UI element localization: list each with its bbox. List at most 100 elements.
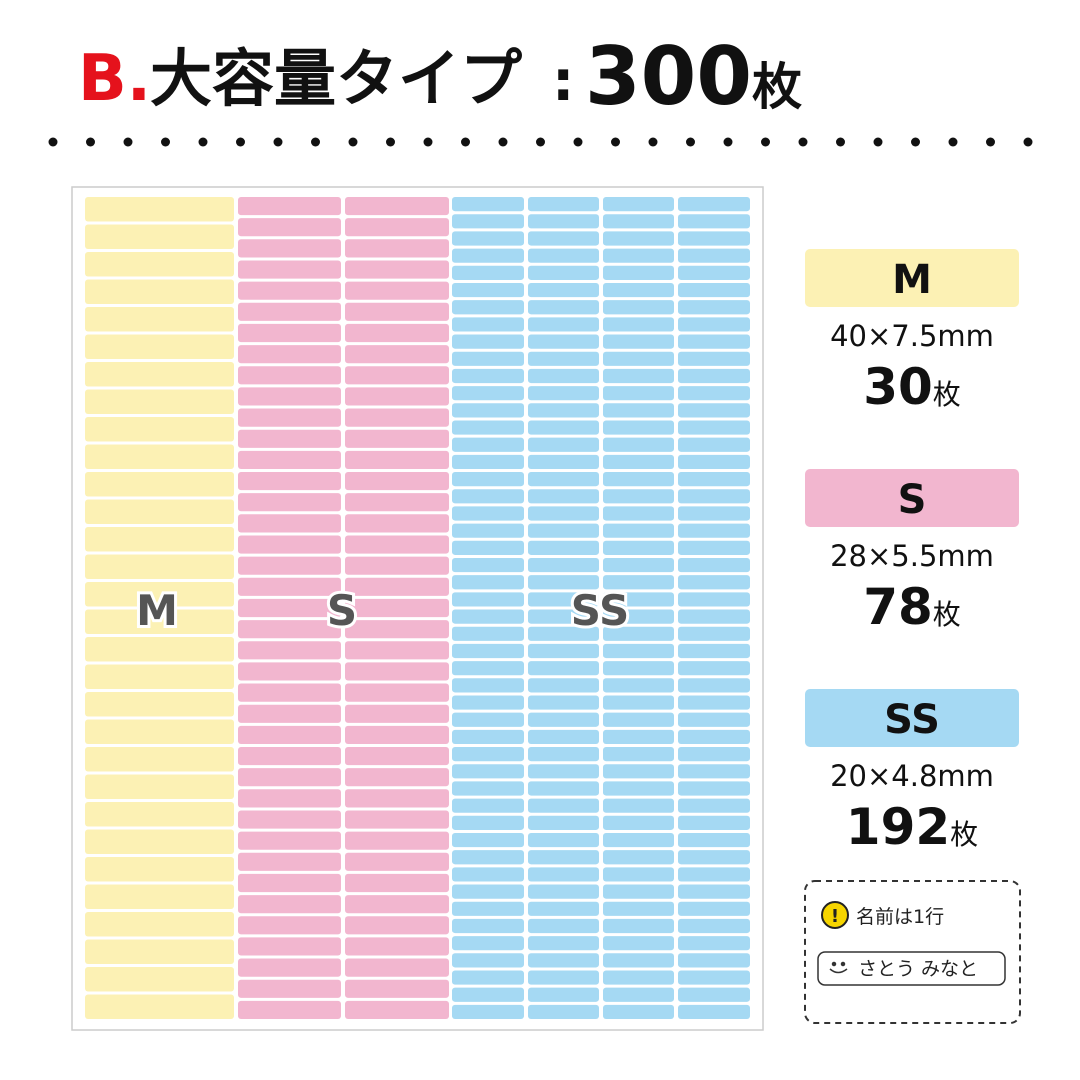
dot [536, 137, 545, 147]
legend-size: 20×4.8mm [830, 759, 994, 793]
sticker [238, 662, 341, 681]
sticker [678, 197, 750, 212]
sticker [603, 798, 674, 813]
sticker [603, 815, 674, 830]
sticker [678, 489, 750, 504]
sticker [603, 214, 674, 229]
sticker [603, 987, 674, 1002]
sticker [603, 661, 674, 676]
sticker [345, 598, 449, 618]
dot [573, 137, 583, 147]
dot [686, 137, 695, 147]
sticker [345, 895, 449, 914]
sticker [678, 626, 750, 641]
legend-count-unit: 枚 [933, 378, 961, 411]
sticker [452, 351, 524, 366]
sticker [238, 789, 341, 808]
sticker [452, 643, 524, 659]
sticker [345, 197, 449, 216]
sticker [678, 798, 750, 813]
sticker [85, 884, 234, 909]
dot [911, 137, 920, 147]
sticker [85, 747, 234, 772]
sticker [238, 683, 341, 702]
sticker [603, 454, 674, 469]
sticker [85, 197, 234, 222]
dot [348, 137, 358, 147]
sticker [603, 936, 674, 951]
sticker [528, 506, 599, 521]
title-prefix: B. [78, 42, 151, 116]
dot [986, 137, 995, 147]
dot [386, 137, 395, 147]
sticker [452, 420, 524, 435]
sticker [85, 554, 234, 579]
sticker [452, 661, 524, 676]
sticker [528, 609, 599, 624]
sticker [678, 661, 750, 676]
sticker [678, 781, 750, 796]
sticker [238, 704, 341, 723]
sticker [238, 387, 341, 406]
sticker [603, 300, 674, 315]
sticker [603, 197, 674, 212]
sticker [452, 918, 524, 934]
sticker [238, 577, 341, 596]
smiley [829, 961, 848, 974]
sticker [345, 641, 449, 660]
sticker [345, 577, 449, 596]
warning-icon [821, 901, 849, 929]
sticker [452, 695, 524, 710]
sticker [528, 970, 599, 985]
sticker [528, 764, 599, 779]
sticker [85, 499, 234, 524]
sticker [345, 789, 449, 808]
sticker [85, 252, 234, 277]
sticker [603, 557, 674, 573]
sticker [238, 979, 341, 998]
sticker [85, 912, 234, 937]
sticker [345, 239, 449, 258]
sticker [528, 661, 599, 676]
sticker [603, 764, 674, 779]
sticker [678, 420, 750, 435]
sticker [528, 523, 599, 538]
sticker [238, 916, 341, 935]
sticker [452, 781, 524, 796]
sticker [85, 472, 234, 497]
sticker [528, 454, 599, 469]
sticker [678, 764, 750, 779]
sticker [528, 987, 599, 1002]
legend-size: 28×5.5mm [830, 539, 994, 573]
sticker [452, 557, 524, 573]
sticker [528, 678, 599, 693]
sticker [678, 712, 750, 727]
sticker [603, 643, 674, 659]
sticker [345, 450, 449, 469]
sticker [528, 729, 599, 744]
sticker [528, 643, 599, 659]
sticker [452, 454, 524, 469]
dot [48, 137, 58, 147]
sticker [452, 506, 524, 521]
sticker [603, 523, 674, 538]
sticker [345, 535, 449, 554]
sticker [238, 725, 341, 744]
sticker [85, 774, 234, 799]
sticker [603, 403, 674, 418]
sticker [528, 403, 599, 418]
sticker [85, 609, 234, 634]
sticker [452, 832, 524, 848]
sticker [603, 248, 674, 263]
sticker [345, 916, 449, 935]
sticker [603, 334, 674, 349]
sticker [678, 850, 750, 865]
sticker [452, 712, 524, 727]
sticker [345, 620, 449, 639]
sticker [528, 540, 599, 555]
sticker [603, 386, 674, 401]
legend-count-value: 78 [863, 578, 933, 636]
sticker [238, 895, 341, 914]
sticker [528, 798, 599, 813]
